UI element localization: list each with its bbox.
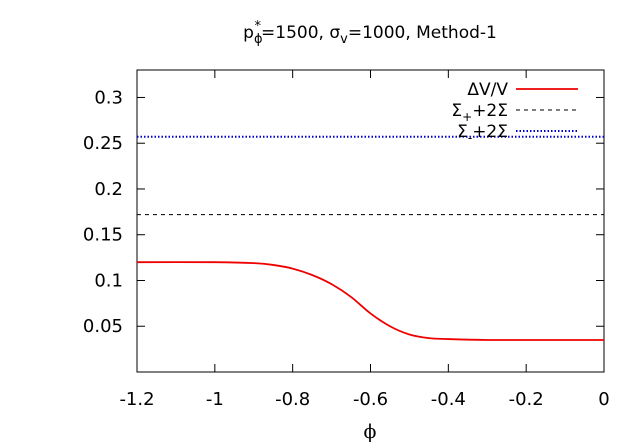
title-p: p xyxy=(243,23,254,43)
data-series xyxy=(136,135,604,341)
x-tick-label: -0.4 xyxy=(431,389,466,410)
legend: ΔV/VΣ++2ΣΣ-+2Σ xyxy=(451,80,578,145)
x-tick-label: -0.6 xyxy=(353,389,388,410)
title-p-superscript: * xyxy=(255,19,262,34)
x-tick-label: -0.8 xyxy=(275,389,310,410)
x-tick-label: -0.2 xyxy=(509,389,544,410)
axis-ticks: -1.2 -1 -0.8 -0.6 -0.4 -0.2 0 0.05 0.1 0.15 0.2 0.2… xyxy=(83,70,610,410)
x-axis-label: ϕ xyxy=(364,421,377,443)
legend-label-0: ΔV/V xyxy=(467,80,508,100)
legend-label-1: Σ++2Σ xyxy=(451,101,508,124)
legend-label-2: Σ-+2Σ xyxy=(457,122,508,145)
title-sigma: σ xyxy=(329,23,340,43)
y-tick-label: 0.05 xyxy=(83,316,123,337)
plot-area-frame xyxy=(136,69,605,373)
title-p-value: =1500, xyxy=(261,23,329,43)
y-tick-label: 0.2 xyxy=(94,179,123,200)
x-tick-label: -1 xyxy=(206,389,224,410)
x-tick-label: 0 xyxy=(598,389,609,410)
chart-title: pϕ*=1500, σv=1000, Method-1 xyxy=(243,19,497,47)
y-tick-label: 0.1 xyxy=(94,270,123,291)
series-line-0 xyxy=(136,261,604,341)
title-p-subscript: ϕ xyxy=(254,32,263,47)
title-rest: =1000, Method-1 xyxy=(348,23,497,43)
y-tick-label: 0.3 xyxy=(94,87,123,108)
y-tick-label: 0.15 xyxy=(83,225,123,246)
y-tick-label: 0.25 xyxy=(83,133,123,154)
x-tick-label: -1.2 xyxy=(119,389,154,410)
title-sigma-subscript: v xyxy=(340,32,348,47)
